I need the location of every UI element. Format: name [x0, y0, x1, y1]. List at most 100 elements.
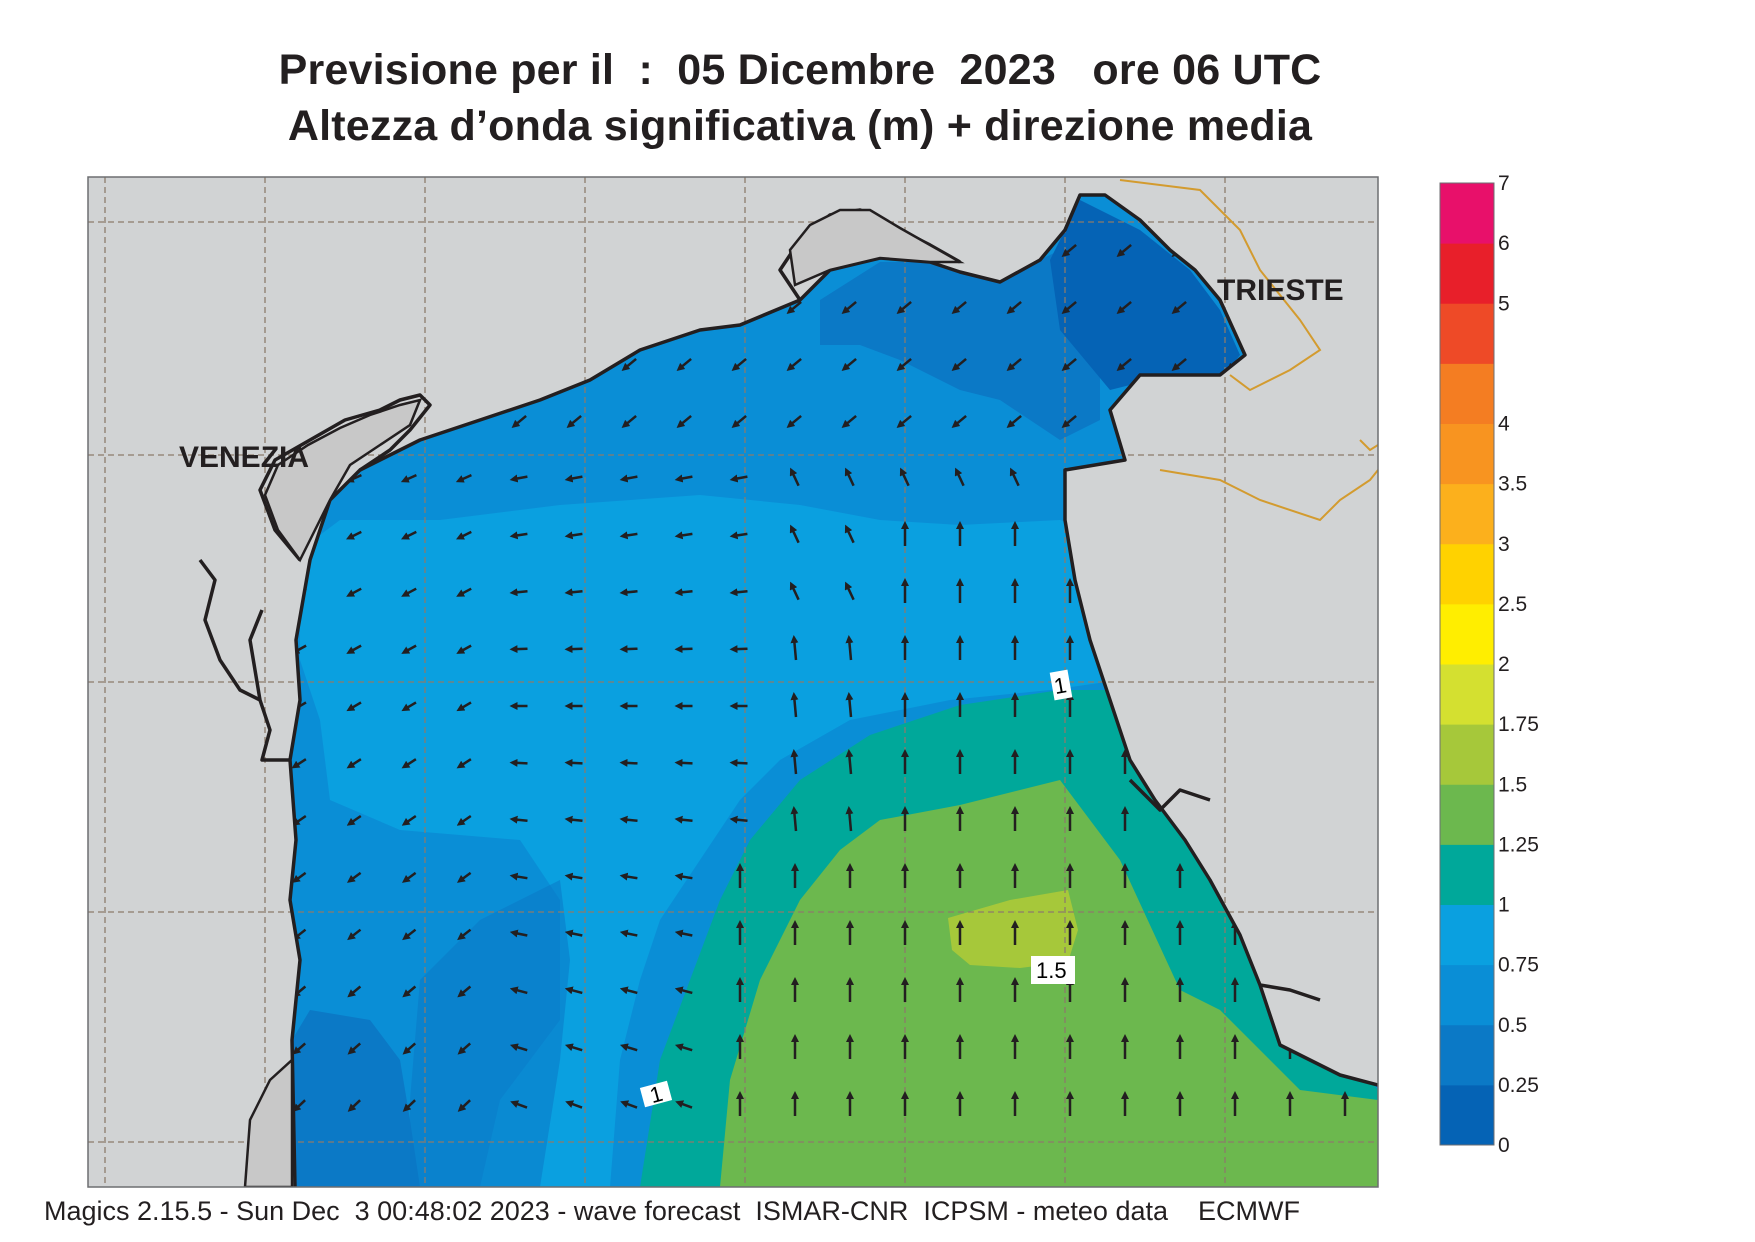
wave-arrow: [509, 1043, 528, 1052]
wave-arrow: [457, 928, 472, 941]
legend-swatch: [1440, 603, 1494, 665]
wave-arrow: [292, 1042, 307, 1055]
legend-swatch: [1440, 664, 1494, 725]
legend-swatch: [1440, 363, 1494, 424]
wave-arrow: [456, 644, 472, 654]
wave-arrow: [786, 414, 802, 429]
wave-arrow: [1116, 357, 1132, 372]
wave-arrow: [347, 985, 362, 998]
wave-arrow: [347, 1099, 361, 1112]
legend-swatch: [1440, 483, 1494, 545]
wave-arrow: [402, 1042, 417, 1055]
wave-arrow: [790, 806, 799, 832]
wave-arrow: [790, 692, 799, 718]
legend-label: 2.5: [1498, 593, 1527, 616]
legend-swatch: [1440, 904, 1494, 966]
wave-arrow: [455, 473, 472, 483]
legend-swatch: [1440, 1024, 1494, 1086]
wave-arrow: [346, 587, 362, 597]
footer-credits: Magics 2.15.5 - Sun Dec 3 00:48:02 2023 …: [44, 1196, 1300, 1226]
wave-arrow: [619, 645, 638, 654]
wave-arrow: [1061, 357, 1077, 372]
wave-arrow: [729, 758, 748, 767]
wave-arrow: [456, 871, 472, 883]
wave-arrow: [401, 758, 417, 769]
wave-arrow: [457, 1099, 471, 1112]
legend-label: 3: [1498, 533, 1510, 556]
wave-arrow: [456, 814, 472, 826]
wave-arrow: [564, 929, 583, 938]
wave-arrow: [731, 414, 747, 429]
wave-arrow: [1061, 243, 1077, 258]
wave-arrow: [674, 645, 693, 654]
wave-arrow: [564, 1043, 583, 1052]
wave-arrow: [401, 701, 417, 712]
wave-arrow: [564, 758, 583, 767]
wave-arrow: [731, 357, 747, 372]
legend-label: 5: [1498, 292, 1510, 315]
wave-arrow: [621, 357, 637, 372]
wave-arrow: [509, 815, 528, 824]
wave-arrow: [951, 357, 967, 372]
map-frame: [87, 176, 1379, 1188]
country-border: [1119, 179, 1378, 522]
wave-arrow: [1006, 414, 1022, 429]
legend-swatch: [1440, 543, 1494, 605]
wave-arrow: [620, 1100, 638, 1109]
wave-arrow: [674, 815, 693, 824]
wave-arrow: [401, 814, 417, 826]
contour-label-1-5: 1.5: [1036, 958, 1067, 983]
wave-arrow: [509, 986, 528, 995]
wave-arrow: [346, 814, 362, 826]
wave-arrow: [564, 588, 583, 597]
wave-arrow: [844, 524, 855, 544]
wave-arrow: [674, 872, 693, 881]
legend-label: 1: [1498, 894, 1510, 917]
wave-arrow: [845, 692, 854, 718]
wave-arrow: [401, 530, 417, 540]
wave-arrow: [619, 531, 638, 540]
wave-arrow: [565, 1100, 583, 1109]
wave-arrow: [674, 1043, 693, 1052]
legend-swatch: [1440, 724, 1494, 785]
wave-arrow: [346, 758, 362, 769]
lagoon-islands: [243, 208, 965, 1187]
wave-arrow: [729, 474, 748, 483]
wave-arrow: [509, 929, 528, 938]
contour-label-1-north: 1: [1052, 672, 1068, 699]
wave-arrow: [346, 701, 362, 712]
wave-arrow: [509, 645, 528, 654]
legend-label: 0: [1498, 1134, 1510, 1157]
wave-arrow: [789, 524, 800, 544]
wave-arrow: [291, 871, 307, 883]
wave-arrow: [509, 872, 528, 881]
wave-arrow: [845, 806, 854, 832]
wave-arrow: [619, 588, 638, 597]
legend-label: 3.5: [1498, 473, 1527, 496]
legend-label: 4: [1498, 413, 1510, 436]
legend-swatch: [1440, 183, 1494, 244]
wave-arrow: [346, 644, 362, 654]
wave-arrow: [729, 588, 748, 597]
legend-label: 1.5: [1498, 773, 1527, 796]
wave-arrow: [619, 758, 638, 767]
wave-arrow: [401, 644, 417, 654]
wave-arrow: [786, 357, 802, 372]
wave-arrow: [674, 758, 693, 767]
wave-arrow: [566, 414, 582, 429]
wave-arrow: [789, 581, 800, 601]
wave-arrow: [511, 414, 527, 429]
wave-arrow: [456, 701, 472, 712]
wave-arrow: [347, 928, 362, 941]
wave-arrow: [619, 474, 638, 483]
wave-arrow: [790, 635, 799, 661]
wave-arrow: [1006, 300, 1022, 315]
legend-swatch: [1440, 243, 1494, 304]
legend-label: 2: [1498, 653, 1510, 676]
wave-arrow: [402, 1099, 416, 1112]
wave-arrow: [564, 474, 583, 483]
wave-arrow: [841, 300, 857, 315]
wave-arrow: [676, 414, 692, 429]
wave-arrow: [676, 357, 692, 372]
wave-arrow: [675, 1100, 693, 1109]
